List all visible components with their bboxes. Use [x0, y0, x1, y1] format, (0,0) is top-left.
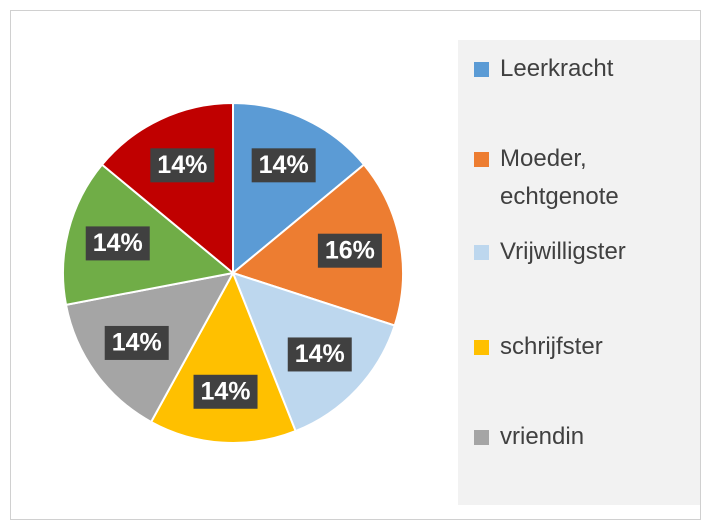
data-label: 14% [112, 329, 162, 357]
data-label: 16% [325, 236, 375, 264]
legend-swatch [474, 62, 489, 77]
legend-swatch [474, 340, 489, 355]
legend-label: Leerkracht [500, 55, 614, 82]
data-label-box [317, 233, 382, 268]
legend-entry: schrijfster [474, 328, 694, 366]
legend-swatch [474, 152, 489, 167]
legend-label: vriendin [500, 423, 585, 450]
legend-label: schrijfster [500, 333, 603, 360]
legend-label: Moeder, echtgenote [500, 145, 619, 210]
legend-entry: Moeder, echtgenote [474, 140, 694, 216]
legend-entry: Leerkracht [474, 50, 694, 88]
legend-entry: Vrijwilligster [474, 233, 694, 271]
pie-slice [100, 101, 234, 276]
legend: Leerkracht Moeder, echtgenote Vrijwilligst… [458, 40, 700, 505]
data-label: 14% [201, 377, 251, 405]
data-label: 14% [93, 229, 143, 257]
data-label: 14% [295, 340, 345, 368]
legend-entry: vriendin [474, 418, 694, 456]
pie-slice [232, 101, 366, 276]
data-label-box [104, 325, 169, 360]
pie-slice [149, 270, 297, 444]
legend-swatch [474, 430, 489, 445]
data-label-box [287, 337, 352, 372]
data-label: 14% [259, 151, 309, 179]
data-label-box [251, 148, 316, 183]
data-label: 14% [157, 151, 207, 179]
data-label-box [150, 148, 215, 183]
data-label-box [85, 226, 150, 261]
legend-label: Vrijwilligster [500, 238, 626, 265]
data-label-box [193, 374, 258, 409]
legend-swatch [474, 245, 489, 260]
frame [10, 10, 701, 520]
